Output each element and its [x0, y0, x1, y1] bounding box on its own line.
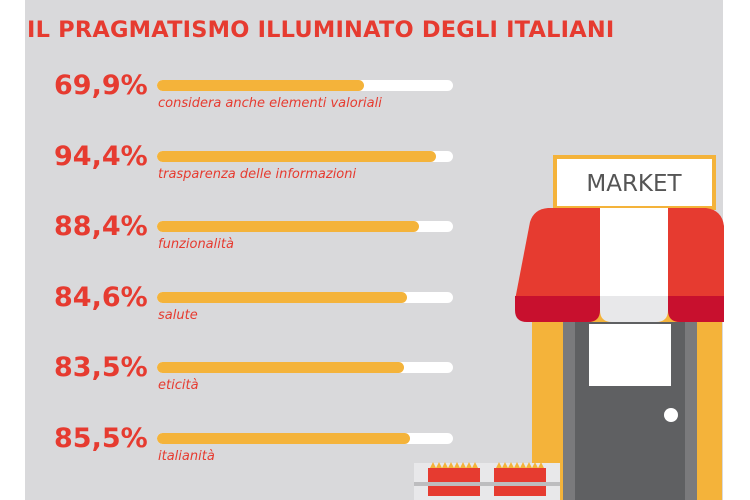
planter-right-tops	[496, 462, 544, 468]
value-label: 85,5%	[54, 422, 148, 454]
bar-track	[157, 150, 453, 162]
bar	[157, 80, 364, 91]
category-label: funzionalità	[158, 237, 234, 252]
bar	[157, 291, 408, 303]
value-label: 84,6%	[54, 281, 148, 313]
market-sign-text: MARKET	[586, 171, 682, 197]
door-knob	[664, 408, 678, 422]
category-label: eticità	[158, 378, 199, 393]
category-label: trasparenza delle informazioni	[158, 166, 357, 182]
door-window	[589, 324, 671, 386]
bar-track	[157, 432, 453, 444]
bar	[157, 362, 405, 373]
value-label: 94,4%	[54, 140, 148, 172]
category-label: italianità	[158, 448, 215, 464]
bar-track	[157, 291, 453, 303]
category-label: salute	[158, 307, 198, 323]
category-label: considera anche elementi valoriali	[158, 96, 382, 111]
bar-track	[157, 221, 453, 232]
bar-track	[157, 80, 453, 91]
awning-valance-left	[515, 296, 600, 322]
value-label: 69,9%	[54, 70, 148, 101]
planter-left-tops	[430, 462, 478, 468]
awning-valance-middle	[600, 296, 668, 322]
value-label: 88,4%	[54, 211, 148, 242]
planter-divider	[414, 482, 560, 486]
bar	[157, 150, 437, 162]
chart-title: IL PRAGMATISMO ILLUMINATO DEGLI ITALIANI	[27, 17, 615, 43]
bar-track	[157, 362, 453, 373]
value-label: 83,5%	[54, 352, 148, 383]
bar	[157, 432, 411, 444]
awning-valance-right	[668, 296, 724, 322]
awning-shadow-stripe	[600, 225, 668, 300]
bar	[157, 221, 419, 232]
